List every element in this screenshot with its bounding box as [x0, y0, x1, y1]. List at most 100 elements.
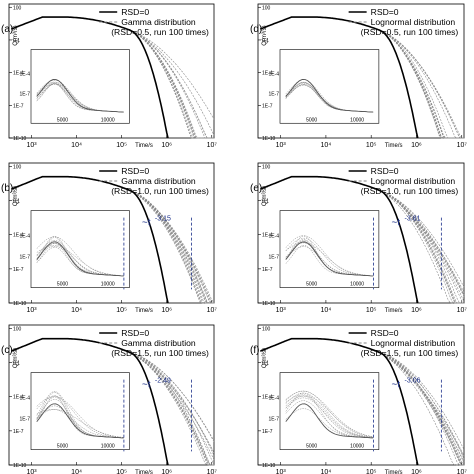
- x-tick-label: 10⁴: [71, 307, 82, 314]
- x-tick-label: 10⁴: [71, 142, 82, 149]
- y-axis-title: Q(m³/s): [13, 348, 19, 368]
- inset-x-tick-label: 10000: [350, 117, 364, 123]
- inset-ensemble-curve: [285, 239, 374, 277]
- inset-frame: [279, 372, 380, 450]
- y-tick-label: 1E-10: [13, 463, 27, 469]
- y-tick-label: 1E-4: [13, 233, 24, 239]
- rsd0-curve: [10, 16, 169, 139]
- inset-frame: [279, 49, 380, 124]
- legend-rsd0-label: RSD=0: [371, 328, 399, 338]
- inset-ensemble-curve: [36, 83, 124, 113]
- inset-y-tick-label: 1E-7: [19, 254, 30, 260]
- inset-rsd0-curve: [36, 241, 124, 277]
- inset-rsd0-curve: [285, 78, 374, 113]
- rsd0-curve: [10, 175, 169, 304]
- x-tick-label: 10⁶: [411, 142, 422, 149]
- legend-rsd0-label: RSD=0: [121, 7, 149, 17]
- legend-ensemble-label: Gamma distribution: [121, 176, 196, 186]
- tail-slope-annotation: ~t: [142, 218, 151, 229]
- x-tick-label: 10⁷: [457, 469, 468, 474]
- rsd0-curve: [259, 175, 419, 304]
- legend-ensemble-label: Lognormal distribution: [371, 176, 456, 186]
- tail-slope-exponent: -3.15: [155, 216, 171, 223]
- plot-frame: [257, 324, 465, 466]
- x-tick-label: 10⁷: [457, 142, 468, 149]
- inset-x-tick-label: 5000: [306, 444, 317, 450]
- legend-ensemble-sublabel: (RSD=0.5, run 100 times): [361, 27, 459, 37]
- y-axis-title: Q(m³/s): [262, 348, 268, 368]
- panel-label: (d): [250, 24, 262, 35]
- inset-x-tick-label: 5000: [306, 117, 317, 123]
- inset-x-tick-label: 5000: [57, 282, 68, 288]
- inset-x-tick-label: 5000: [57, 444, 68, 450]
- panel-a: 10³ 10⁴ 10⁵ 10⁶ 10⁷ 100 0.1 1E-4 1E-7 1E-10 Time/s…: [1, 3, 218, 149]
- inset-ensemble-curve: [36, 84, 124, 113]
- inset-ensemble-curve: [285, 397, 374, 439]
- x-tick-label: 10⁶: [161, 307, 172, 314]
- inset-ensemble-curve: [285, 394, 374, 438]
- x-tick-label: 10⁷: [207, 142, 218, 149]
- panel-label: (f): [250, 345, 259, 356]
- inset-y-tick-label: 1E-7: [19, 91, 30, 97]
- inset-ensemble-curve: [36, 246, 124, 277]
- inset-y-tick-label: 1E-4: [268, 71, 279, 77]
- x-tick-label: 10³: [26, 142, 37, 149]
- legend-ensemble-label: Gamma distribution: [121, 17, 196, 27]
- y-tick-label: 1E-7: [262, 103, 273, 109]
- legend-rsd0-label: RSD=0: [371, 166, 399, 176]
- x-tick-label: 10⁶: [161, 469, 172, 474]
- inset-ensemble-curve: [285, 395, 374, 438]
- y-tick-label: 1E-7: [262, 267, 273, 273]
- y-axis-title: Q(m³/s): [13, 25, 19, 45]
- inset-ensemble-curve: [285, 235, 374, 277]
- x-tick-label: 10⁵: [366, 307, 377, 314]
- inset-y-tick-label: 1E-4: [268, 234, 279, 240]
- x-tick-label: 10⁴: [71, 469, 82, 474]
- y-tick-label: 1E-7: [13, 429, 24, 435]
- y-tick-label: 0.1: [262, 199, 269, 205]
- x-tick-label: 10³: [276, 469, 287, 474]
- inset-ensemble-curve: [36, 409, 124, 438]
- plot-frame: [8, 3, 215, 139]
- legend-ensemble-sublabel: (RSD=1.5, run 100 times): [111, 348, 209, 358]
- y-tick-label: 1E-10: [262, 301, 276, 307]
- y-tick-label: 0.1: [13, 361, 20, 367]
- legend-ensemble-sublabel: (RSD=1.0, run 100 times): [361, 186, 459, 196]
- inset-ensemble-curve: [36, 79, 124, 113]
- y-tick-label: 1E-4: [13, 71, 24, 77]
- inset-ensemble-curve: [36, 245, 124, 277]
- inset-x-tick-label: 10000: [101, 117, 115, 123]
- inset-x-tick-label: 10000: [350, 282, 364, 288]
- x-tick-label: 10⁵: [116, 307, 127, 314]
- y-tick-label: 100: [13, 164, 22, 170]
- inset-y-tick-label: 1E-4: [268, 396, 279, 402]
- inset-x-tick-label: 5000: [57, 117, 68, 123]
- inset-frame: [30, 372, 130, 450]
- x-tick-label: 10⁴: [321, 469, 332, 474]
- x-tick-label: 10⁶: [411, 469, 422, 474]
- legend-ensemble-sublabel: (RSD=0.5, run 100 times): [111, 27, 209, 37]
- inset-y-tick-label: 1E-7: [19, 416, 30, 422]
- x-tick-label: 10⁵: [366, 142, 377, 149]
- inset-y-tick-label: 1E-4: [19, 71, 30, 77]
- x-tick-label: 10⁶: [411, 307, 422, 314]
- x-tick-label: 10⁴: [321, 142, 332, 149]
- x-tick-label: 10⁴: [321, 307, 332, 314]
- y-tick-label: 0.1: [262, 38, 269, 44]
- inset-ensemble-curve: [285, 242, 374, 277]
- x-axis-title: Time/s: [135, 470, 153, 474]
- panel-label: (e): [250, 183, 262, 194]
- legend-rsd0-label: RSD=0: [371, 7, 399, 17]
- inset-ensemble-curve: [285, 390, 374, 438]
- x-axis-title: Time/s: [385, 470, 403, 474]
- panel-b: 10³ 10⁴ 10⁵ 10⁶ 10⁷ 100 0.1 1E-4 1E-7 1E-10 Time/s…: [1, 162, 217, 314]
- x-tick-label: 10⁷: [457, 307, 468, 314]
- inset-y-tick-label: 1E-7: [268, 416, 279, 422]
- legend-ensemble-label: Lognormal distribution: [371, 17, 456, 27]
- inset-y-tick-label: 1E-7: [268, 254, 279, 260]
- panel-label: (b): [1, 183, 13, 194]
- y-tick-label: 100: [262, 5, 271, 11]
- inset-x-tick-label: 10000: [101, 282, 115, 288]
- x-tick-label: 10⁵: [116, 142, 127, 149]
- legend-rsd0-label: RSD=0: [121, 328, 149, 338]
